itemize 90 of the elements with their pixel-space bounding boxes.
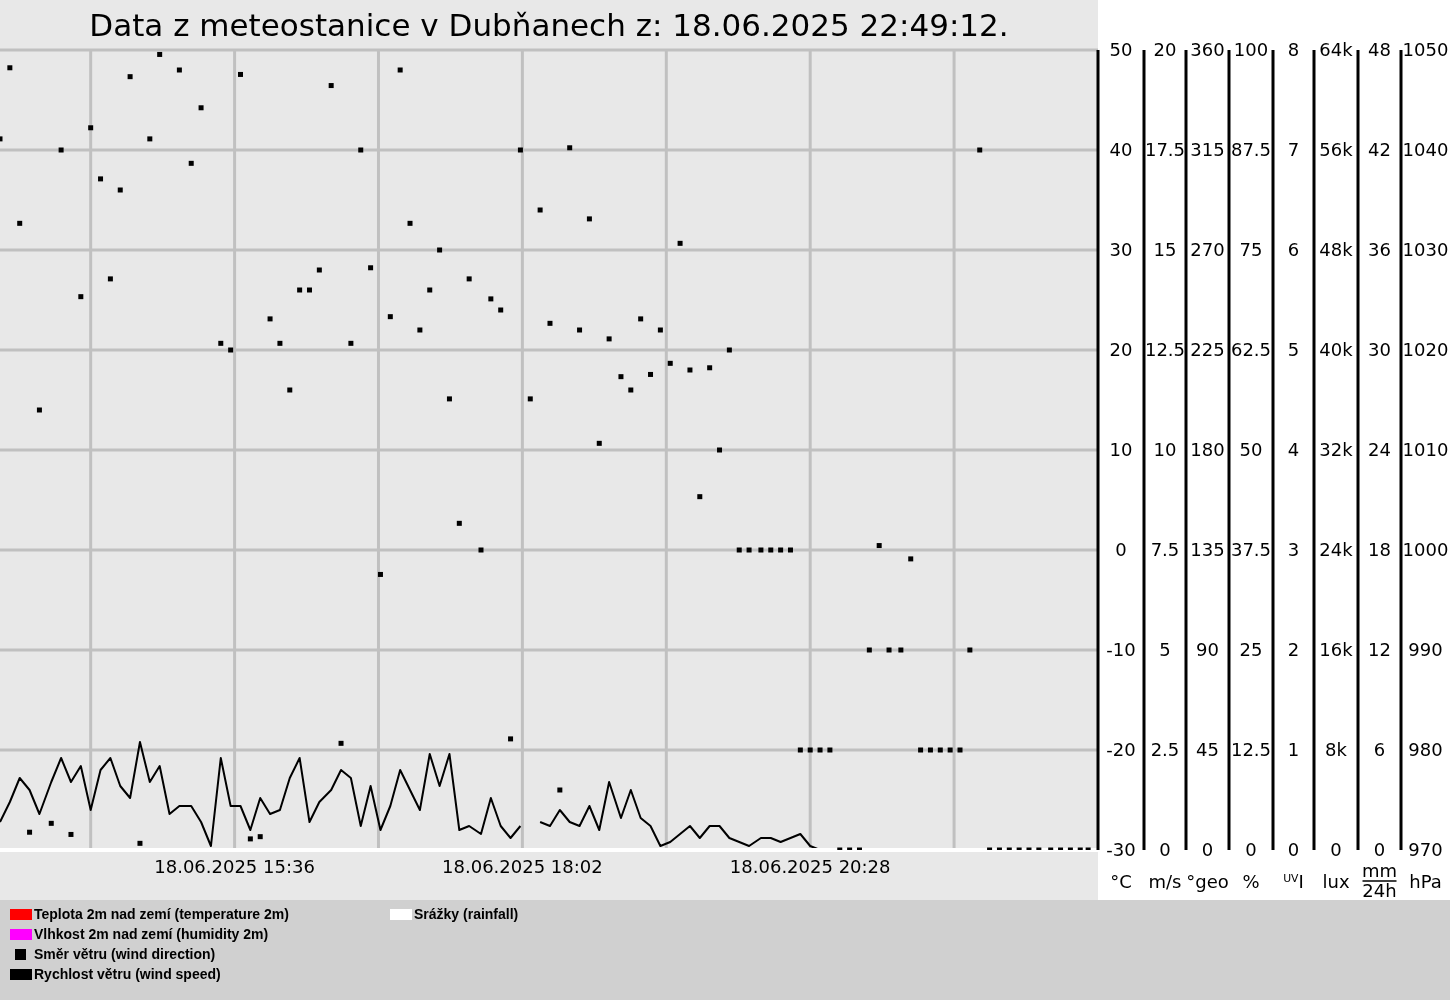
text: $^{UV}$I [1283, 871, 1304, 892]
text: 32k [1319, 439, 1354, 461]
y3-tick-label: 270 [1190, 239, 1225, 261]
text: 1050 [1402, 39, 1449, 61]
text: 12.5 [1230, 739, 1272, 761]
y3-tick-label: 45 [1196, 739, 1219, 761]
y2-tick-label: 15 [1153, 239, 1177, 261]
text: 4 [1287, 439, 1300, 461]
text: 0 [1330, 839, 1342, 861]
y2-tick-label: 2.5 [1150, 739, 1180, 761]
y-axis-title: °C [1110, 871, 1132, 892]
text: % [1242, 871, 1260, 892]
y3-axis-title: °geo [1186, 871, 1229, 892]
text: 980 [1408, 739, 1443, 761]
y3-tick-label: 180 [1190, 439, 1225, 461]
y3-tick-label: 315 [1190, 139, 1225, 161]
text: 8k [1325, 739, 1348, 761]
text: 75 [1239, 239, 1263, 261]
chart-title: Data z meteostanice v Dubňanech z: 18.06.2025 22:49:12. [88, 6, 1010, 45]
text: 56k [1319, 139, 1354, 161]
text: 12 [1368, 639, 1391, 661]
text: lux [1322, 871, 1350, 892]
text: 5 [1287, 339, 1300, 361]
text: 24 [1368, 439, 1391, 461]
legend-label: Rychlost větru (wind speed) [34, 966, 221, 982]
text: 990 [1408, 639, 1443, 661]
text: 6 [1373, 739, 1386, 761]
text: 42 [1368, 139, 1391, 161]
y2-tick-label: 0 [1159, 839, 1171, 861]
y3-tick-label: 225 [1190, 339, 1225, 361]
text: 1030 [1402, 239, 1449, 261]
text: 970 [1408, 839, 1443, 861]
y2-tick-label: 7.5 [1150, 539, 1180, 561]
text: mm [1361, 860, 1398, 881]
legend-label: Srážky (rainfall) [414, 906, 519, 922]
y2-tick-label: 5 [1159, 639, 1171, 661]
text: 50 [1239, 439, 1263, 461]
text: 0 [1245, 839, 1257, 861]
y2-tick-label: 10 [1153, 439, 1177, 461]
text: 0 [1373, 839, 1386, 861]
text: 1000 [1402, 539, 1449, 561]
text: 24h [1362, 880, 1397, 901]
text: 64k [1319, 39, 1354, 61]
y3-tick-label: 90 [1196, 639, 1219, 661]
y-tick-label: -20 [1106, 739, 1136, 761]
text: 48k [1319, 239, 1354, 261]
text: 62.5 [1230, 339, 1272, 361]
text: 18 [1368, 539, 1391, 561]
y2-tick-label: 17.5 [1144, 139, 1186, 161]
text: 25 [1239, 639, 1263, 661]
text: 30 [1368, 339, 1391, 361]
text: 1010 [1402, 439, 1449, 461]
text: 16k [1319, 639, 1354, 661]
text: 2 [1287, 639, 1300, 661]
y3-tick-label: 0 [1201, 839, 1214, 861]
text: 100 [1233, 39, 1269, 61]
legend-label: Vlhkost 2m nad zemí (humidity 2m) [34, 926, 269, 942]
y2-tick-label: 20 [1153, 39, 1177, 61]
text: 1 [1287, 739, 1300, 761]
y-tick-label: 20 [1109, 339, 1133, 361]
x-tick-label: 18.06.2025 18:02 [442, 855, 603, 877]
text: 37.5 [1230, 539, 1272, 561]
y-tick-label: 50 [1109, 39, 1133, 61]
text: 6 [1287, 239, 1300, 261]
text: 0 [1287, 839, 1300, 861]
x-tick-label: 18.06.2025 20:28 [729, 855, 891, 877]
legend-label: Teplota 2m nad zemí (temperature 2m) [34, 906, 289, 922]
text: 1040 [1402, 139, 1449, 161]
x-tick-label: 18.06.2025 15:36 [154, 855, 315, 877]
y2-tick-label: 12.5 [1144, 339, 1186, 361]
y-tick-label: 40 [1109, 139, 1133, 161]
y-tick-label: 30 [1109, 239, 1133, 261]
text: 24k [1319, 539, 1354, 561]
text: 1020 [1402, 339, 1449, 361]
text: 36 [1368, 239, 1391, 261]
text: 87.5 [1230, 139, 1272, 161]
text: hPa [1409, 871, 1442, 892]
y-tick-label: 0 [1115, 539, 1127, 561]
y-tick-label: -10 [1106, 639, 1136, 661]
text: 8 [1287, 39, 1300, 61]
y2-axis-title: m/s [1148, 871, 1182, 892]
text: 7 [1287, 139, 1300, 161]
text: 3 [1287, 539, 1300, 561]
legend-label: Směr větru (wind direction) [34, 946, 216, 962]
y-tick-label: 10 [1109, 439, 1133, 461]
text: 48 [1368, 39, 1391, 61]
y-tick-label: -30 [1106, 839, 1136, 861]
text: 40k [1319, 339, 1354, 361]
y3-tick-label: 135 [1190, 539, 1225, 561]
y3-tick-label: 360 [1190, 39, 1225, 61]
